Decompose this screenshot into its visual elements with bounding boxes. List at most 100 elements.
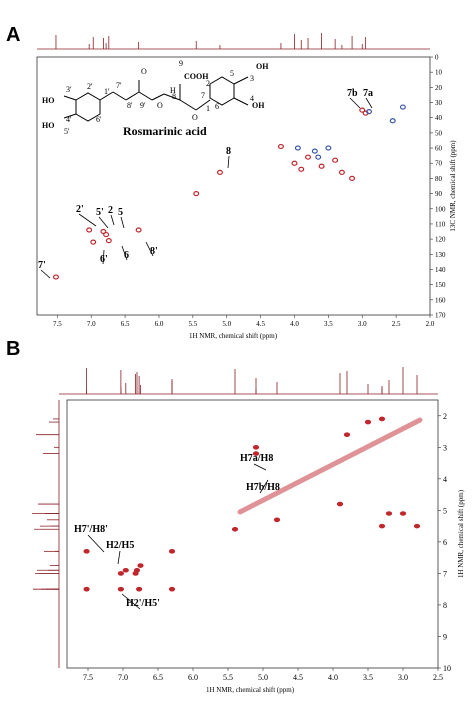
panel-b-x-tick-label: 4.5	[293, 673, 303, 682]
panel-a-x-tick-label: 7.5	[53, 320, 62, 328]
panel-a-cross-peak-red-13	[338, 169, 345, 175]
panel-a-x-tick-label: 7.0	[87, 320, 96, 328]
panel-b-cross-peak-2	[83, 586, 90, 592]
panel-a-cross-peak-blue-6	[389, 118, 396, 124]
panel-a-label-arrow	[121, 245, 128, 261]
panel-a-x-tick-label: 3.5	[324, 320, 333, 328]
panel-a-cross-peak-red-14	[305, 154, 312, 160]
panel-b-x-tick-label: 7.5	[83, 673, 93, 682]
panel-b-cross-peak-4	[117, 571, 124, 576]
panel-a-cross-peak-red-11	[318, 163, 325, 169]
panel-a-peak-label: 5	[118, 207, 123, 218]
panel-a-plot-frame	[36, 56, 431, 316]
panel-a-peak-label: 8'	[150, 246, 158, 257]
panel-a-label-arrow	[78, 213, 97, 227]
panel-b-cross-peak-5	[122, 567, 129, 573]
panel-b-plot-frame	[66, 399, 439, 669]
panel-a-x-tick-label: 5.5	[188, 320, 197, 328]
panel-a-peak-label: 2	[108, 205, 113, 216]
panel-b-cross-peak-11	[252, 444, 260, 450]
panel-b-y-tick-label: 10	[443, 664, 451, 673]
panel-a-y-tick-label: 130	[435, 251, 446, 259]
panel-b-y-tick-label: 4	[443, 475, 447, 484]
panel-b-x-tick-label: 6.0	[188, 673, 198, 682]
panel-b-cross-peak-12	[252, 451, 260, 456]
panel-a-peak-label: 7b	[347, 88, 358, 99]
panel-b-cross-peak-9	[117, 586, 124, 592]
structure-atom-label: 8'	[127, 101, 133, 110]
panel-a-peak-label: 5'	[96, 207, 104, 218]
panel-b-cross-peak-22	[378, 416, 386, 422]
panel-b-x-tick-label: 5.0	[258, 673, 268, 682]
panel-b-cross-peak-17	[343, 432, 351, 437]
panel-a-cross-peak-red-15	[359, 107, 366, 113]
structure-atom-label: 6	[215, 102, 219, 111]
panel-b-x-tick-label: 2.5	[433, 673, 443, 682]
panel-a-cross-peak-blue-0	[294, 145, 301, 151]
panel-b-label-arrow	[253, 463, 267, 471]
panel-b-y-tick-label: 2	[443, 412, 447, 421]
panel-b-top-projection	[59, 367, 438, 395]
panel-a-cross-peak-red-12	[332, 157, 339, 163]
structure-atom-label: 9	[179, 59, 183, 68]
panel-b-peak-label: H7'/H8'	[74, 524, 108, 535]
structure-atom-label: 7'	[116, 81, 122, 90]
panel-b-label-arrow	[87, 534, 105, 553]
structure-atom-label: 6'	[96, 115, 102, 124]
panel-a-y-tick-label: 40	[435, 114, 443, 122]
panel-a-y-tick-label: 70	[435, 160, 443, 168]
panel-a-y-tick-label: 80	[435, 175, 443, 183]
panel-a-y-tick-label: 160	[435, 296, 446, 304]
panel-b-cross-peak-1	[168, 549, 176, 554]
panel-b-label-arrow	[117, 550, 121, 565]
structure-atom-label: H	[170, 86, 176, 95]
panel-a-x-tick-label: 6.0	[155, 320, 164, 328]
panel-a-peak-label: 6'	[100, 254, 108, 265]
structure-atom-label: O	[141, 67, 147, 76]
panel-a-y-axis-label: 13C NMR, chemical shift (ppm)	[449, 140, 457, 232]
panel-a-cross-peak-red-18	[349, 175, 356, 182]
panel-a-cross-peak-blue-5	[399, 104, 406, 110]
panel-b-cross-peak-0	[83, 549, 90, 554]
panel-a-y-tick-label: 150	[435, 281, 446, 289]
panel-a-1h-projection	[37, 33, 430, 50]
panel-b-y-tick-label: 6	[443, 538, 447, 547]
panel-a-x-tick-label: 5.0	[222, 320, 231, 328]
panel-a-letter: A	[6, 24, 21, 46]
panel-a-y-tick-label: 120	[435, 236, 446, 244]
panel-a-label-arrow	[227, 155, 230, 169]
panel-b-letter: B	[6, 338, 21, 360]
panel-a-x-tick-label: 6.5	[121, 320, 130, 328]
panel-a-cross-peak-blue-4	[366, 109, 373, 115]
panel-a-cross-peak-blue-3	[315, 154, 322, 160]
structure-atom-label: OH	[252, 101, 265, 110]
panel-a-label-arrow	[110, 214, 115, 226]
panel-a-x-tick-label: 4.0	[290, 320, 299, 328]
panel-b-y-axis-label: 1H NMR, chemical shift (ppm)	[457, 489, 465, 578]
panel-a-cross-peak-red-4	[103, 231, 110, 238]
panel-a-cross-peak-red-5	[105, 238, 112, 244]
panel-a-label-arrow	[120, 216, 125, 229]
structure-atom-label: 3	[250, 74, 254, 83]
structure-atom-label: 5'	[64, 127, 70, 136]
panel-b-y-tick-label: 9	[443, 632, 447, 641]
panel-b-x-tick-label: 3.5	[363, 673, 373, 682]
panel-a-peak-label: 8	[226, 146, 231, 157]
structure-atom-label: 7	[201, 91, 205, 100]
structure-atom-label: 1	[206, 104, 210, 113]
panel-a-y-tick-label: 60	[435, 145, 443, 153]
panel-a-cross-peak-red-2	[86, 227, 93, 233]
panel-b-diagonal-peaks	[237, 417, 423, 515]
panel-b-cross-peak-21	[413, 523, 421, 529]
panel-b-y-tick-label: 7	[443, 569, 447, 578]
panel-a-cross-peak-red-0	[216, 169, 223, 175]
structure-atom-label: O	[157, 101, 163, 110]
panel-a-label-arrow	[102, 249, 105, 265]
panel-a-peak-label: 6	[124, 250, 129, 261]
panel-a-label-arrow	[98, 216, 109, 229]
panel-a-cross-peak-red-6	[135, 227, 142, 233]
panel-a-cross-peak-red-8	[193, 190, 200, 197]
structure-atom-label: 1'	[104, 87, 110, 96]
panel-b-cross-peak-15	[231, 526, 239, 532]
panel-a-cross-peak-red-9	[291, 160, 298, 166]
